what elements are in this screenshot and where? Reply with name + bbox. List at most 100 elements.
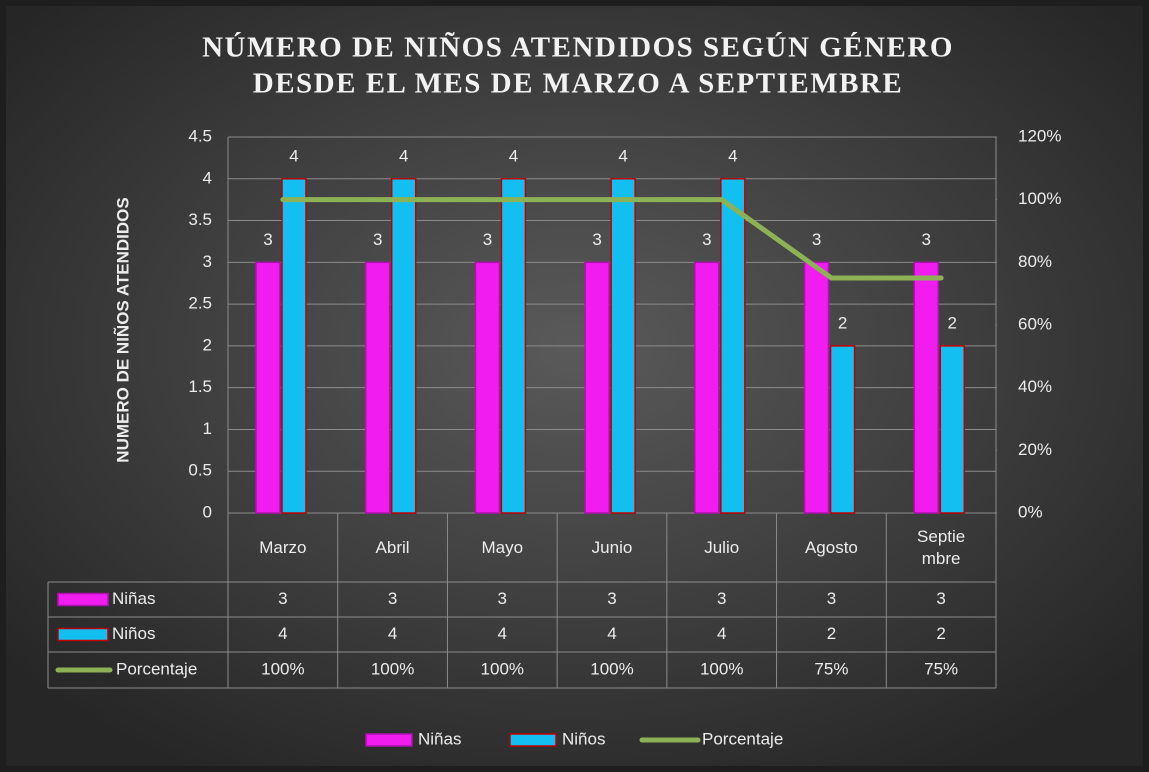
- data-label: 4: [399, 146, 408, 165]
- y2-tick-label: 40%: [1018, 377, 1052, 396]
- data-label: 4: [728, 146, 737, 165]
- data-label: 3: [812, 230, 821, 249]
- x-tick-label-wrap: Septiembre: [913, 517, 969, 579]
- data-label: 3: [702, 230, 711, 249]
- table-cell: 3: [388, 589, 397, 608]
- y2-tick-label: 80%: [1018, 252, 1052, 271]
- data-label: 4: [618, 146, 627, 165]
- x-tick-label-wrap: Mayo: [474, 517, 530, 579]
- legend-swatch: [57, 627, 109, 642]
- y2-tick-label: 100%: [1018, 189, 1061, 208]
- table-cell: 75%: [814, 659, 848, 678]
- y-tick-label: 2.5: [188, 294, 212, 313]
- data-label: 3: [263, 230, 272, 249]
- table-cell: 100%: [700, 659, 743, 678]
- table-legend-label: Niños: [112, 624, 155, 643]
- bar: [364, 261, 391, 514]
- bar: [610, 178, 636, 514]
- data-label: 3: [483, 230, 492, 249]
- y-axis-label: NUMERO DE NIÑOS ATENDIDOS: [112, 197, 132, 462]
- legend-label: Niños: [562, 729, 605, 748]
- table-cell: 3: [827, 589, 836, 608]
- bar: [913, 261, 940, 514]
- table-cell: 3: [717, 589, 726, 608]
- bar: [720, 178, 746, 514]
- legend-label: Niñas: [418, 729, 461, 748]
- y-tick-label: 4: [203, 168, 212, 187]
- bar: [584, 261, 610, 514]
- legend-label: Porcentaje: [702, 729, 783, 748]
- y-tick-label: 0.5: [188, 461, 212, 480]
- x-tick-label: Agosto: [804, 538, 858, 557]
- x-tick-label: Junio: [591, 538, 633, 557]
- table-cell: 100%: [481, 659, 524, 678]
- bar: [500, 178, 527, 514]
- x-tick-label: Septiembre: [917, 527, 966, 568]
- table-cell: 3: [607, 589, 616, 608]
- table-cell: 4: [388, 624, 397, 643]
- y-tick-label: 3.5: [188, 210, 212, 229]
- y2-tick-label: 20%: [1018, 440, 1052, 459]
- data-label: 4: [289, 146, 298, 165]
- table-cell: 75%: [924, 659, 958, 678]
- table-cell: 4: [278, 624, 287, 643]
- table-cell: 4: [498, 624, 507, 643]
- legend-swatch: [365, 733, 413, 747]
- bar: [255, 261, 281, 514]
- y-tick-label: 3: [203, 252, 212, 271]
- data-label: 2: [838, 313, 847, 332]
- x-tick-label-box: Mayo: [474, 517, 530, 579]
- y2-tick-label: 60%: [1018, 314, 1052, 333]
- table-cell: 2: [936, 624, 945, 643]
- x-tick-label-wrap: Junio: [584, 517, 640, 579]
- x-tick-label-box: Marzo: [255, 517, 311, 579]
- bar: [694, 261, 720, 514]
- y2-tick-label: 120%: [1018, 126, 1061, 145]
- x-tick-label-wrap: Marzo: [255, 517, 311, 579]
- bar: [829, 345, 856, 514]
- line: [280, 197, 944, 281]
- y-tick-label: 4.5: [188, 126, 212, 145]
- data-label: 4: [509, 146, 518, 165]
- table-cell: 2: [827, 624, 836, 643]
- bar: [474, 261, 501, 514]
- x-tick-label-box: Abril: [365, 517, 421, 579]
- legend-swatch: [509, 733, 557, 747]
- x-tick-label-box: Julio: [694, 517, 750, 579]
- x-tick-label-wrap: Abril: [365, 517, 421, 579]
- table-cell: 100%: [590, 659, 633, 678]
- data-label: 3: [592, 230, 601, 249]
- x-tick-label-box: Septiembre: [913, 517, 969, 579]
- chart-title: NÚMERO DE NIÑOS ATENDIDOS SEGÚN GÉNERO: [202, 31, 954, 64]
- table-cell: 4: [717, 624, 726, 643]
- bar: [803, 261, 830, 514]
- table-legend-label: Niñas: [112, 589, 155, 608]
- chart-title: DESDE EL MES DE MARZO A SEPTIEMBRE: [253, 68, 903, 100]
- x-tick-label: Marzo: [259, 538, 307, 557]
- legend-swatch: [57, 592, 109, 607]
- bar: [390, 178, 417, 514]
- y-tick-label: 1.5: [188, 377, 212, 396]
- y-tick-label: 2: [203, 335, 212, 354]
- y-tick-label: 1: [203, 419, 212, 438]
- table-legend-label: Porcentaje: [116, 659, 197, 678]
- y2-tick-label: 0%: [1018, 502, 1043, 521]
- x-tick-label-box: Agosto: [803, 517, 859, 579]
- data-label: 2: [948, 313, 957, 332]
- x-tick-label: Mayo: [481, 538, 524, 557]
- x-tick-label-box: Junio: [584, 517, 640, 579]
- bar: [281, 178, 307, 514]
- table-cell: 3: [278, 589, 287, 608]
- table-cell: 100%: [261, 659, 304, 678]
- data-label: 3: [373, 230, 382, 249]
- table-cell: 3: [498, 589, 507, 608]
- data-label: 3: [922, 230, 931, 249]
- bar: [939, 345, 966, 514]
- x-tick-label-wrap: Julio: [694, 517, 750, 579]
- table-cell: 3: [936, 589, 945, 608]
- table-cell: 4: [607, 624, 616, 643]
- table-cell: 100%: [371, 659, 414, 678]
- x-tick-label: Abril: [375, 538, 410, 557]
- x-tick-label-wrap: Agosto: [803, 517, 859, 579]
